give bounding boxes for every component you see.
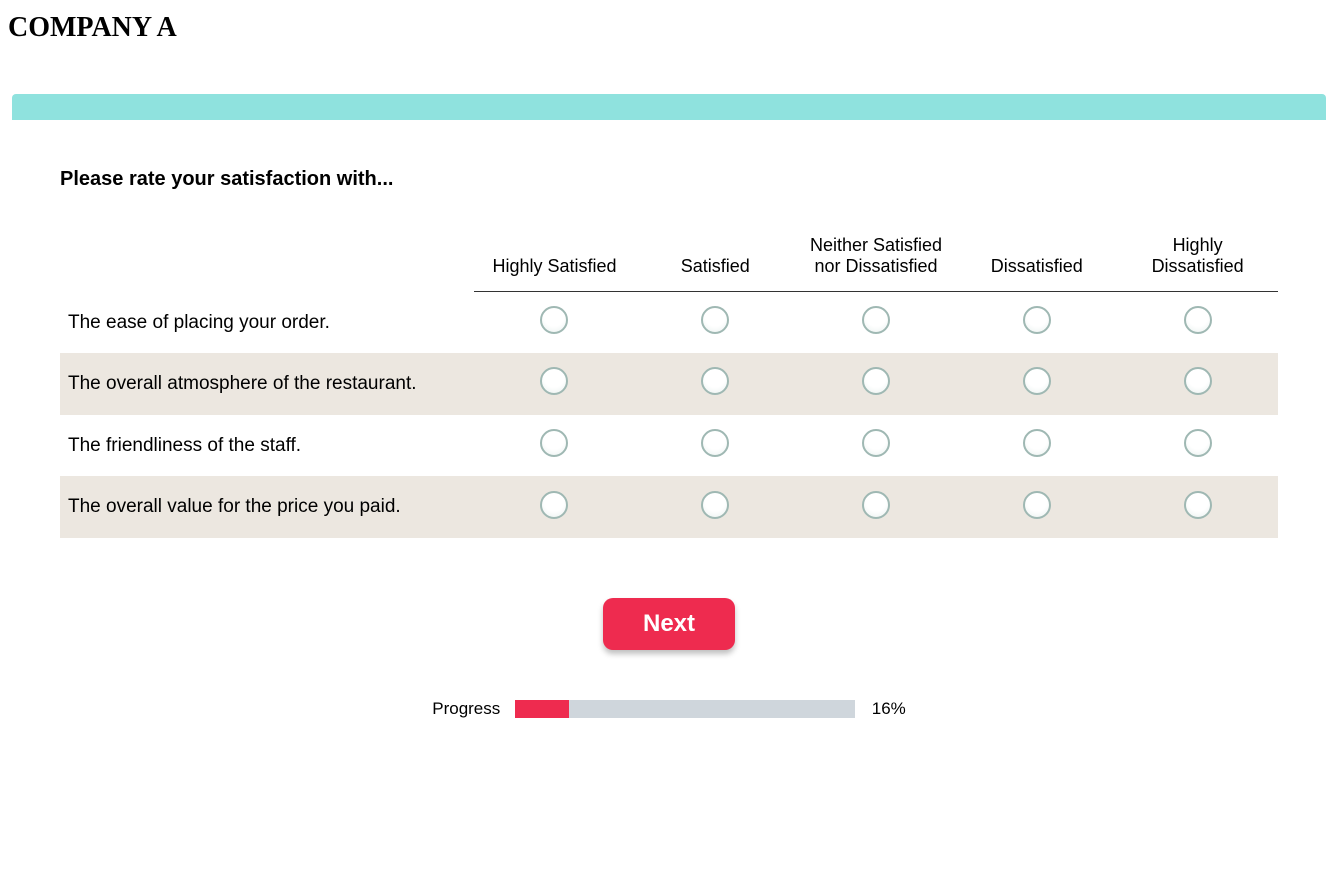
table-row: The friendliness of the staff.: [60, 415, 1278, 477]
radio-atmosphere-dissatisfied[interactable]: [1023, 367, 1051, 395]
radio-staff-neither[interactable]: [862, 429, 890, 457]
radio-value-satisfied[interactable]: [701, 491, 729, 519]
radio-ease-neither[interactable]: [862, 306, 890, 334]
radio-atmosphere-highly-dissatisfied[interactable]: [1184, 367, 1212, 395]
radio-ease-satisfied[interactable]: [701, 306, 729, 334]
radio-staff-satisfied[interactable]: [701, 429, 729, 457]
radio-atmosphere-highly-satisfied[interactable]: [540, 367, 568, 395]
radio-value-highly-satisfied[interactable]: [540, 491, 568, 519]
table-row: The ease of placing your order.: [60, 292, 1278, 354]
radio-ease-highly-satisfied[interactable]: [540, 306, 568, 334]
radio-ease-highly-dissatisfied[interactable]: [1184, 306, 1212, 334]
row-label: The friendliness of the staff.: [60, 415, 474, 477]
survey-container: Please rate your satisfaction with... Hi…: [12, 94, 1326, 729]
radio-atmosphere-satisfied[interactable]: [701, 367, 729, 395]
row-label-header: [60, 229, 474, 292]
next-button[interactable]: Next: [603, 598, 735, 650]
radio-value-highly-dissatisfied[interactable]: [1184, 491, 1212, 519]
radio-value-dissatisfied[interactable]: [1023, 491, 1051, 519]
progress-percent: 16%: [872, 699, 906, 719]
progress-row: Progress 16%: [60, 698, 1278, 719]
table-row: The overall value for the price you paid…: [60, 476, 1278, 538]
row-label: The overall value for the price you paid…: [60, 476, 474, 538]
progress-label: Progress: [432, 699, 500, 719]
col-header-neither: Neither Satisfied nor Dissatisfied: [796, 229, 957, 292]
table-row: The overall atmosphere of the restaurant…: [60, 353, 1278, 415]
col-header-satisfied: Satisfied: [635, 229, 796, 292]
radio-value-neither[interactable]: [862, 491, 890, 519]
progress-fill: [515, 700, 569, 718]
page-title: COMPANY A: [0, 0, 1338, 64]
survey-header-bar: [12, 94, 1326, 120]
row-label: The overall atmosphere of the restaurant…: [60, 353, 474, 415]
likert-table: Highly Satisfied Satisfied Neither Satis…: [60, 229, 1278, 538]
col-header-highly-satisfied: Highly Satisfied: [474, 229, 635, 292]
radio-ease-dissatisfied[interactable]: [1023, 306, 1051, 334]
question-prompt: Please rate your satisfaction with...: [60, 168, 1278, 191]
progress-bar: [515, 700, 855, 718]
col-header-dissatisfied: Dissatisfied: [956, 229, 1117, 292]
radio-staff-highly-dissatisfied[interactable]: [1184, 429, 1212, 457]
col-header-highly-dissatisfied: Highly Dissatisfied: [1117, 229, 1278, 292]
radio-staff-highly-satisfied[interactable]: [540, 429, 568, 457]
radio-staff-dissatisfied[interactable]: [1023, 429, 1051, 457]
row-label: The ease of placing your order.: [60, 292, 474, 354]
radio-atmosphere-neither[interactable]: [862, 367, 890, 395]
survey-body: Please rate your satisfaction with... Hi…: [12, 120, 1326, 729]
